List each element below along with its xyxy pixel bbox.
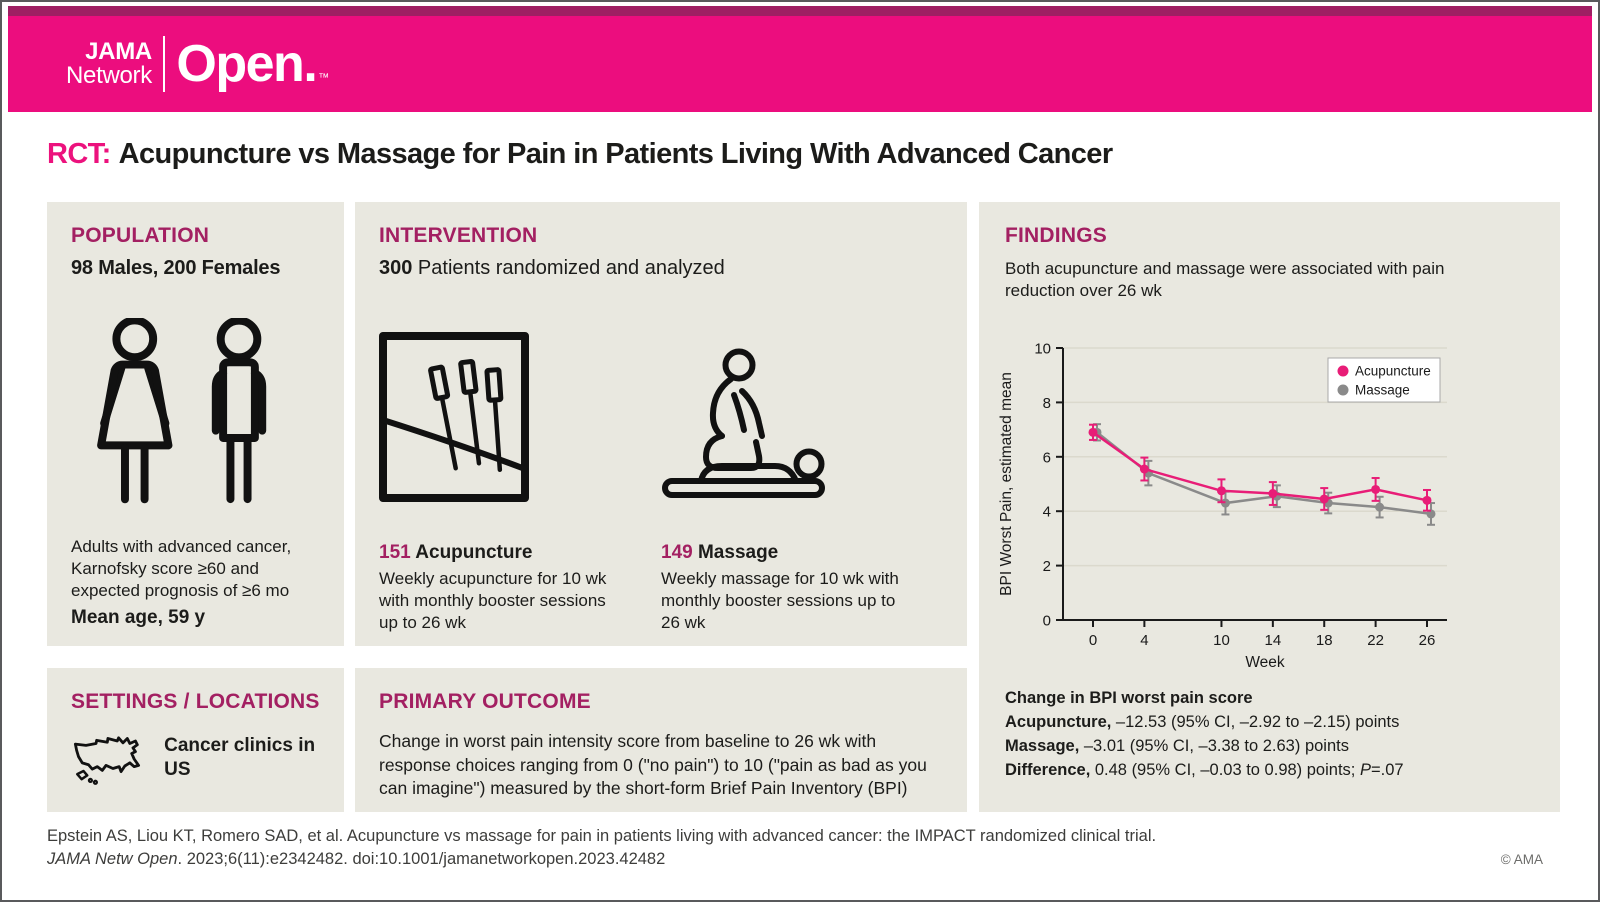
intervention-count: 300 — [379, 257, 413, 279]
population-icons — [87, 314, 320, 514]
population-mean-age: Mean age, 59 y — [71, 607, 206, 629]
svg-text:10: 10 — [1034, 341, 1051, 358]
masthead-top-stripe — [8, 6, 1592, 16]
acupuncture-description: Weekly acupuncture for 10 wk with monthl… — [379, 569, 607, 633]
svg-text:8: 8 — [1043, 395, 1051, 412]
acupuncture-n: 151 — [379, 542, 411, 563]
findings-summary: Both acupuncture and massage were associ… — [1005, 259, 1445, 301]
female-icon — [97, 318, 173, 504]
result-acupuncture-label: Acupuncture, — [1005, 713, 1112, 731]
result-p-symbol: P — [1359, 761, 1371, 779]
svg-text:4: 4 — [1043, 504, 1051, 521]
svg-text:6: 6 — [1043, 449, 1051, 466]
primary-outcome-description: Change in worst pain intensity score fro… — [379, 731, 927, 799]
acupuncture-name: Acupuncture — [410, 542, 533, 563]
intervention-arms: 151 Acupuncture Weekly acupuncture for 1… — [379, 322, 943, 634]
massage-icon-wrap — [661, 322, 943, 502]
settings-label: Cancer clinics in US — [164, 735, 316, 780]
result-difference-label: Difference, — [1005, 761, 1091, 779]
svg-text:18: 18 — [1316, 632, 1333, 649]
result-massage-label: Massage, — [1005, 737, 1080, 755]
result-p-value: =.07 — [1370, 761, 1404, 779]
svg-text:BPI Worst Pain, estimated mean: BPI Worst Pain, estimated mean — [998, 372, 1015, 596]
citation-line2: JAMA Netw Open. 2023;6(11):e2342482. doi… — [47, 848, 1156, 871]
svg-text:Acupuncture: Acupuncture — [1355, 364, 1431, 379]
massage-name: Massage — [692, 542, 779, 563]
title-study-type: RCT: — [47, 138, 111, 170]
acupuncture-icon — [379, 332, 529, 502]
citation-line1: Epstein AS, Liou KT, Romero SAD, et al. … — [47, 827, 1157, 845]
intervention-count-label: Patients randomized and analyzed — [412, 257, 725, 279]
citation: Epstein AS, Liou KT, Romero SAD, et al. … — [47, 825, 1156, 871]
result-acupuncture: Acupuncture, –12.53 (95% CI, –2.92 to –2… — [1005, 710, 1404, 734]
title-text: Acupuncture vs Massage for Pain in Patie… — [118, 138, 1113, 170]
massage-description: Weekly massage for 10 wk with monthly bo… — [661, 569, 899, 633]
copyright-notice: © AMA — [1500, 852, 1543, 867]
settings-content: Cancer clinics in US — [71, 730, 320, 792]
population-heading: POPULATION — [71, 224, 210, 247]
intervention-count-line: 300 Patients randomized and analyzed — [379, 257, 943, 280]
svg-text:26: 26 — [1419, 632, 1436, 649]
acupuncture-arm: 151 Acupuncture Weekly acupuncture for 1… — [379, 322, 661, 634]
svg-text:14: 14 — [1265, 632, 1282, 649]
settings-heading: SETTINGS / LOCATIONS — [71, 690, 320, 713]
svg-text:22: 22 — [1367, 632, 1384, 649]
findings-heading: FINDINGS — [1005, 224, 1107, 247]
findings-results: Change in BPI worst pain score Acupunctu… — [1005, 686, 1404, 782]
result-massage: Massage, –3.01 (95% CI, –3.38 to 2.63) p… — [1005, 734, 1404, 758]
population-description: Adults with advanced cancer, Karnofsky s… — [71, 537, 292, 601]
result-difference: Difference, 0.48 (95% CI, –0.03 to 0.98)… — [1005, 758, 1404, 782]
us-map-icon — [73, 736, 140, 785]
primary-outcome-heading: PRIMARY OUTCOME — [379, 690, 591, 713]
logo-open-text: Open. — [176, 35, 317, 93]
result-difference-value: 0.48 (95% CI, –0.03 to 0.98) points; — [1090, 761, 1360, 779]
svg-text:0: 0 — [1089, 632, 1097, 649]
settings-panel: SETTINGS / LOCATIONS Cancer clinics in U… — [47, 668, 344, 812]
result-acupuncture-value: –12.53 (95% CI, –2.92 to –2.15) points — [1111, 713, 1400, 731]
logo-jama-text: JAMA — [85, 38, 152, 65]
intervention-panel: INTERVENTION 300 Patients randomized and… — [355, 202, 967, 646]
primary-outcome-panel: PRIMARY OUTCOME Change in worst pain int… — [355, 668, 967, 812]
result-massage-value: –3.01 (95% CI, –3.38 to 2.63) points — [1079, 737, 1349, 755]
citation-journal: JAMA Netw Open — [47, 850, 178, 868]
logo-network-text: Network — [66, 62, 152, 89]
population-panel: POPULATION 98 Males, 200 Females Adults … — [47, 202, 344, 646]
intervention-heading: INTERVENTION — [379, 224, 538, 247]
massage-arm: 149 Massage Weekly massage for 10 wk wit… — [661, 322, 943, 634]
population-subheading: 98 Males, 200 Females — [71, 257, 281, 279]
svg-text:10: 10 — [1213, 632, 1230, 649]
masthead-bar: JAMA Network Open. ™ — [8, 16, 1592, 112]
massage-arm-title: 149 Massage — [661, 542, 943, 564]
logo-divider — [162, 36, 166, 92]
logo-trademark: ™ — [318, 72, 330, 84]
findings-panel: FINDINGS Both acupuncture and massage we… — [979, 202, 1560, 812]
svg-text:Massage: Massage — [1355, 383, 1410, 398]
jama-network-open-logo: JAMA Network Open. ™ — [66, 36, 329, 92]
results-heading: Change in BPI worst pain score — [1005, 689, 1253, 707]
svg-text:Week: Week — [1245, 654, 1285, 671]
svg-text:2: 2 — [1043, 558, 1051, 575]
massage-icon — [662, 348, 825, 498]
masthead: JAMA Network Open. ™ — [8, 6, 1592, 112]
massage-n: 149 — [661, 542, 693, 563]
page-title: RCT: Acupuncture vs Massage for Pain in P… — [47, 138, 1113, 171]
jama-network-wordmark: JAMA Network — [66, 40, 152, 88]
acupuncture-arm-title: 151 Acupuncture — [379, 542, 661, 564]
svg-text:0: 0 — [1043, 613, 1051, 630]
acupuncture-icon-wrap — [379, 322, 661, 502]
bpi-worst-pain-chart: 0 2 4 6 8 10 0 4 10 14 18 22 26 Week BPI Worst Pain, e… — [998, 341, 1447, 671]
svg-text:4: 4 — [1140, 632, 1148, 649]
male-icon — [211, 318, 267, 504]
citation-line2-rest: . 2023;6(11):e2342482. doi:10.1001/jaman… — [177, 850, 666, 868]
